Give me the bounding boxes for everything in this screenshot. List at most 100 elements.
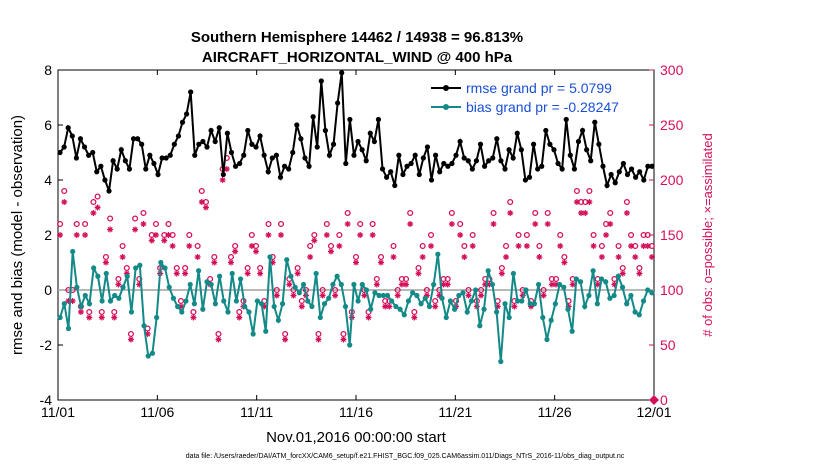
obs-assimilated-marker <box>519 292 526 299</box>
y-axis-left-label: rmse and bias (model - observation) <box>9 115 26 355</box>
obs-assimilated-marker <box>423 292 430 299</box>
obs-possible-marker <box>115 275 122 283</box>
obs-possible-marker <box>457 220 464 228</box>
obs-possible-marker <box>619 264 626 272</box>
rmse-point <box>596 141 602 147</box>
obs-assimilated-marker <box>282 336 289 343</box>
bias-point <box>556 281 563 288</box>
bias-point <box>158 259 164 266</box>
obs-assimilated-marker <box>623 210 630 216</box>
bias-point <box>250 331 256 337</box>
obs-assimilated-marker <box>448 221 455 227</box>
y-axis-right-label: # of obs: o=possible; ×=assimilated <box>700 133 715 336</box>
bias-point <box>99 298 105 304</box>
obs-assimilated-marker <box>202 204 209 211</box>
obs-assimilated-marker <box>353 259 359 266</box>
bias-point <box>628 292 634 299</box>
obs-assimilated-marker <box>69 298 76 304</box>
rmse-point <box>530 141 537 147</box>
obs-possible-marker <box>394 286 401 294</box>
obs-possible-marker <box>402 275 410 283</box>
obs-assimilated-marker <box>582 210 589 216</box>
rmse-point <box>604 182 610 189</box>
obs-assimilated-marker <box>252 248 259 255</box>
obs-assimilated-marker <box>615 254 622 260</box>
obs-possible-marker <box>540 286 547 294</box>
rmse-point <box>539 163 545 169</box>
obs-possible-marker <box>369 220 376 228</box>
rmse-point <box>620 160 626 167</box>
bias-point <box>452 306 458 312</box>
rmse-point <box>86 152 92 158</box>
bias-point <box>460 290 466 296</box>
obs-possible-marker <box>127 330 134 338</box>
obs-possible-marker <box>294 264 301 272</box>
obs-possible-marker <box>561 253 568 261</box>
rmse-point <box>486 158 492 164</box>
obs-possible-marker <box>352 253 360 261</box>
bias-point <box>200 306 206 312</box>
x-tick-label: 11/26 <box>538 404 572 420</box>
obs-assimilated-marker <box>219 177 226 183</box>
obs-possible-marker <box>82 220 89 228</box>
obs-possible-marker <box>465 286 472 294</box>
rmse-point <box>641 177 647 183</box>
legend-box <box>425 75 651 117</box>
bias-point <box>187 281 193 288</box>
obs-possible-marker <box>553 275 560 283</box>
rmse-point <box>208 127 214 134</box>
obs-assimilated-marker <box>332 292 339 299</box>
bias-point <box>506 314 512 321</box>
obs-possible-marker <box>94 193 101 200</box>
obs-possible-marker <box>423 286 430 294</box>
y-right-tick-label: 50 <box>660 337 676 353</box>
bias-point <box>645 287 651 293</box>
bias-point <box>338 281 344 288</box>
rmse-point <box>522 177 529 183</box>
y-axis-left-ticks: -4 -2 0 2 4 6 8 <box>40 62 63 408</box>
rmse-point <box>567 152 573 158</box>
rmse-point <box>437 169 443 175</box>
bias-point <box>540 314 546 321</box>
bias-point <box>447 298 454 304</box>
obs-assimilated-marker <box>478 292 485 299</box>
bias-point <box>162 265 168 271</box>
rmse-point <box>416 171 422 178</box>
bias-point <box>183 298 189 304</box>
bias-point <box>292 284 298 290</box>
rmse-point <box>122 158 128 164</box>
bias-point <box>57 314 63 321</box>
obs-possible-marker <box>132 215 139 222</box>
rmse-point <box>584 147 590 153</box>
rmse-point <box>420 155 426 161</box>
chart-title-line1: Southern Hemisphere 14462 / 14938 = 96.8… <box>191 29 523 46</box>
rmse-point <box>424 144 431 150</box>
rmse-point <box>608 171 614 178</box>
obs-assimilated-marker <box>386 303 393 310</box>
obs-possible-marker <box>336 231 343 239</box>
obs-possible-marker <box>557 231 564 239</box>
bias-point <box>380 292 386 299</box>
bias-point <box>456 292 462 299</box>
y-left-tick-label: -4 <box>40 392 53 408</box>
bias-point <box>65 325 72 332</box>
obs-assimilated-marker <box>257 270 264 277</box>
obs-assimilated-marker <box>73 232 80 238</box>
obs-possible-marker <box>444 275 451 283</box>
bias-point <box>598 276 605 282</box>
obs-assimilated-marker <box>136 281 143 288</box>
obs-assimilated-marker <box>561 259 568 266</box>
obs-assimilated-marker <box>111 314 118 321</box>
bias-point <box>296 290 302 296</box>
bias-point <box>611 292 617 299</box>
bias-point <box>569 328 575 334</box>
obs-assimilated-marker <box>165 232 172 238</box>
obs-assimilated-marker <box>298 303 305 310</box>
rmse-point <box>469 166 475 172</box>
bias-point <box>481 306 487 312</box>
x-tick-label: 11/21 <box>438 404 472 420</box>
rmse-point <box>490 155 496 161</box>
rmse-point <box>245 127 251 134</box>
obs-possible-marker <box>607 209 614 217</box>
obs-possible-marker <box>257 264 264 272</box>
